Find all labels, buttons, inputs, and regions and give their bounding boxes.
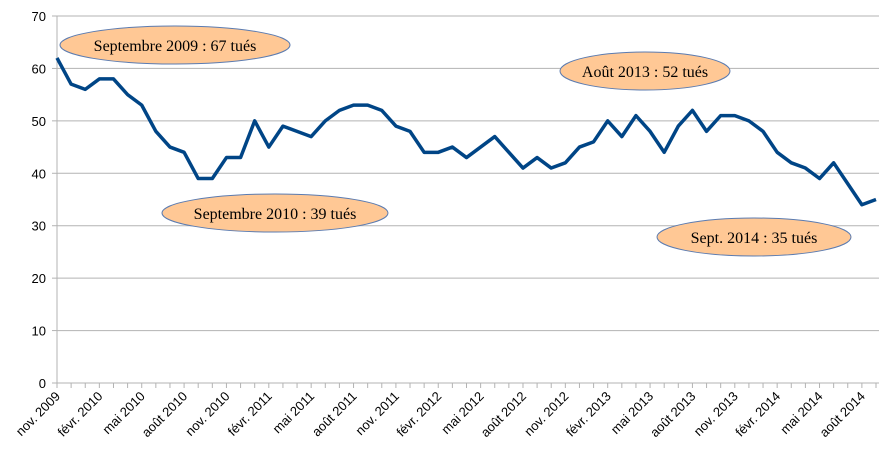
- y-tick-label: 40: [32, 166, 46, 181]
- y-tick-label: 30: [32, 219, 46, 234]
- y-tick-label: 0: [39, 376, 46, 391]
- x-tick-label: févr. 2014: [732, 389, 783, 440]
- x-tick-label: août 2014: [816, 389, 868, 441]
- annotation: Sept. 2014 : 35 tués: [691, 230, 818, 247]
- annotation-bubble: [656, 217, 852, 257]
- line-series: [55, 57, 877, 207]
- x-tick-label: août 2012: [478, 389, 530, 441]
- y-tick-label: 10: [32, 324, 46, 339]
- x-tick-label: févr. 2011: [225, 389, 275, 439]
- annotation-bubble: [559, 51, 731, 91]
- x-tick-label: août 2010: [139, 389, 191, 441]
- y-tick-label: 50: [32, 114, 46, 129]
- x-tick-label: août 2013: [647, 389, 699, 441]
- x-tick-label: août 2011: [309, 389, 360, 440]
- x-tick-label: févr. 2010: [54, 389, 105, 440]
- annotation: Août 2013 : 52 tués: [582, 64, 708, 81]
- y-tick-label: 60: [32, 61, 46, 76]
- x-tick-label: févr. 2013: [563, 389, 614, 440]
- y-tick-label: 20: [32, 271, 46, 286]
- x-tick-label: nov. 2010: [182, 389, 232, 439]
- y-tick-label: 70: [32, 9, 46, 24]
- x-tick-label: févr. 2012: [393, 389, 444, 440]
- annotation: Septembre 2009 : 67 tués: [94, 38, 257, 55]
- annotation-bubble: [161, 193, 389, 233]
- annotation-bubble: [59, 25, 291, 65]
- annotation: Septembre 2010 : 39 tués: [194, 206, 357, 223]
